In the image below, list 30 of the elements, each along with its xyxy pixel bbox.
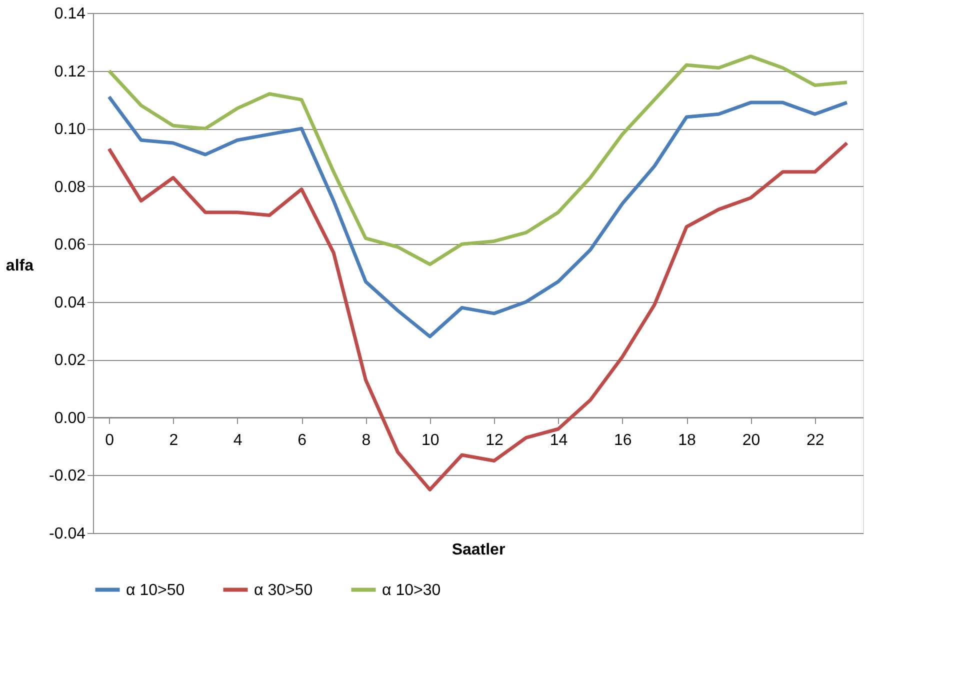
y-tick-label: 0.02 bbox=[54, 352, 86, 370]
x-tick-label: 10 bbox=[421, 432, 440, 449]
legend-label: α 10>50 bbox=[126, 582, 185, 599]
y-axis-title: alfa bbox=[6, 258, 34, 274]
y-tick-label: -0.02 bbox=[49, 468, 86, 485]
x-tick-label: 4 bbox=[233, 432, 242, 449]
x-tick-label: 16 bbox=[614, 432, 632, 449]
x-axis-title: Saatler bbox=[452, 542, 506, 558]
x-tick-label: 14 bbox=[550, 432, 568, 449]
y-tick-label: -0.04 bbox=[49, 526, 86, 542]
y-tick-label: 0.00 bbox=[54, 410, 86, 427]
line-series bbox=[107, 95, 849, 338]
x-tick-label: 18 bbox=[678, 432, 696, 449]
x-tick-label: 20 bbox=[742, 432, 760, 449]
x-tick-label: 8 bbox=[362, 432, 371, 449]
x-tick-label: 12 bbox=[486, 432, 504, 449]
x-tick-label: 6 bbox=[298, 432, 307, 449]
line-series bbox=[107, 141, 849, 492]
x-tick-label: 0 bbox=[105, 432, 114, 449]
y-tick-label: 0.06 bbox=[54, 236, 86, 254]
line-series bbox=[107, 54, 849, 266]
y-tick-label: 0.14 bbox=[54, 6, 86, 22]
x-tick-label: 2 bbox=[169, 432, 178, 449]
legend-label: α 10>30 bbox=[382, 582, 441, 599]
y-tick-label: 0.04 bbox=[54, 294, 86, 312]
y-tick-label: 0.08 bbox=[54, 178, 86, 196]
legend-label: α 30>50 bbox=[254, 582, 313, 599]
x-tick-label: 22 bbox=[806, 432, 824, 449]
y-tick-label: 0.12 bbox=[54, 63, 86, 80]
y-tick-label: 0.10 bbox=[54, 121, 86, 138]
